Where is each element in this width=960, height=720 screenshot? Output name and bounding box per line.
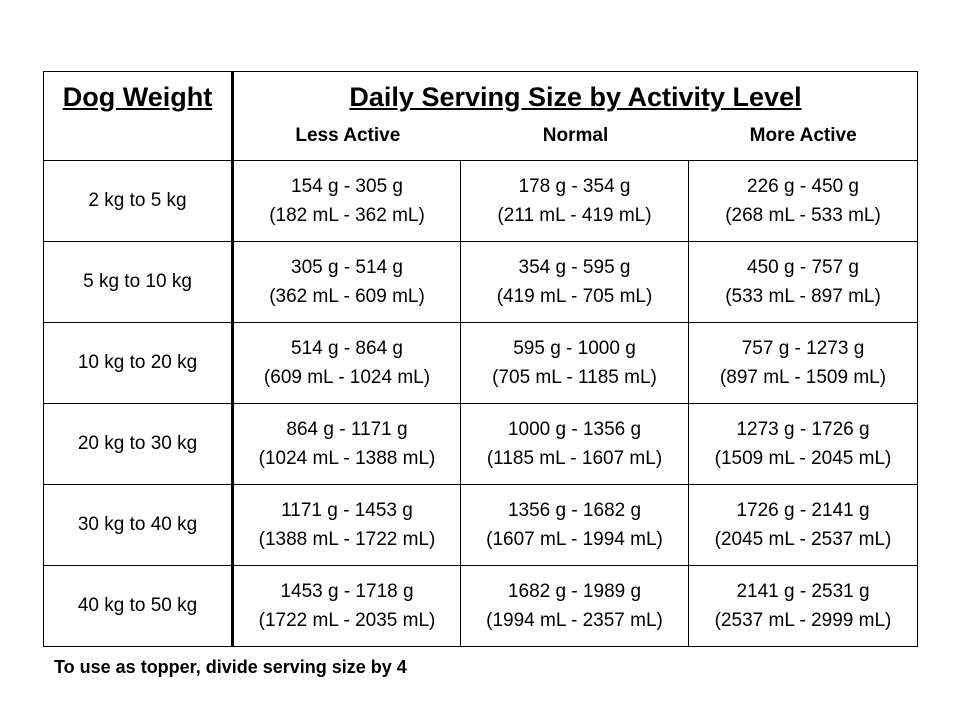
serving-grams: 154 g - 305 g [291, 176, 403, 197]
weight-range-cell: 5 kg to 10 kg [43, 241, 234, 323]
serving-milliliters: (1509 mL - 2045 mL) [714, 448, 892, 469]
serving-grams: 595 g - 1000 g [513, 338, 636, 359]
serving-grams: 178 g - 354 g [518, 176, 631, 197]
serving-milliliters: (2537 mL - 2999 mL) [714, 610, 892, 631]
serving-size-table: Dog Weight Daily Serving Size by Activit… [43, 71, 919, 647]
table-row: 5 kg to 10 kg 305 g - 514 g (362 mL - 609 … [43, 241, 919, 323]
weight-range-cell: 30 kg to 40 kg [43, 484, 234, 566]
serving-grams: 2141 g - 2531 g [736, 581, 870, 602]
weight-range-cell: 2 kg to 5 kg [43, 160, 234, 242]
serving-milliliters: (2045 mL - 2537 mL) [714, 529, 892, 550]
serving-cell-more-active: 226 g - 450 g (268 mL - 533 mL) [687, 160, 919, 242]
footnote: To use as topper, divide serving size by… [54, 657, 407, 677]
serving-grams: 354 g - 595 g [518, 257, 631, 278]
serving-grams: 1171 g - 1453 g [281, 500, 413, 521]
serving-grams: 1726 g - 2141 g [736, 500, 870, 521]
serving-grams: 514 g - 864 g [291, 338, 403, 359]
serving-milliliters: (609 mL - 1024 mL) [263, 367, 431, 388]
serving-cell-less-active: 1453 g - 1718 g (1722 mL - 2035 mL) [232, 565, 461, 647]
serving-grams: 1356 g - 1682 g [507, 500, 642, 521]
serving-cell-normal: 1000 g - 1356 g (1185 mL - 1607 mL) [460, 403, 689, 485]
serving-cell-more-active: 1726 g - 2141 g (2045 mL - 2537 mL) [687, 484, 919, 566]
serving-cell-more-active: 1273 g - 1726 g (1509 mL - 2045 mL) [687, 403, 919, 485]
serving-milliliters: (1607 mL - 1994 mL) [486, 529, 663, 550]
serving-grams: 1273 g - 1726 g [736, 419, 870, 440]
serving-milliliters: (1722 mL - 2035 mL) [258, 610, 436, 631]
serving-milliliters: (211 mL - 419 mL) [497, 205, 652, 226]
serving-milliliters: (897 mL - 1509 mL) [719, 367, 887, 388]
activity-level-header: Daily Serving Size by Activity Level Les… [231, 71, 919, 161]
serving-cell-normal: 595 g - 1000 g (705 mL - 1185 mL) [460, 322, 689, 404]
serving-grams: 450 g - 757 g [747, 257, 859, 278]
serving-grams: 757 g - 1273 g [741, 338, 865, 359]
serving-cell-normal: 178 g - 354 g (211 mL - 419 mL) [460, 160, 689, 242]
serving-milliliters: (1388 mL - 1722 mL) [258, 529, 436, 550]
serving-cell-less-active: 514 g - 864 g (609 mL - 1024 mL) [232, 322, 461, 404]
serving-cell-more-active: 2141 g - 2531 g (2537 mL - 2999 mL) [687, 565, 919, 647]
table-row: 20 kg to 30 kg 864 g - 1171 g (1024 mL - 1… [43, 403, 919, 485]
table-row: 30 kg to 40 kg 1171 g - 1453 g (1388 mL - … [43, 484, 919, 566]
table-title: Daily Serving Size by Activity Level [349, 82, 802, 112]
serving-cell-less-active: 864 g - 1171 g (1024 mL - 1388 mL) [232, 403, 461, 485]
serving-cell-normal: 354 g - 595 g (419 mL - 705 mL) [460, 241, 689, 323]
serving-grams: 1453 g - 1718 g [280, 581, 414, 602]
serving-milliliters: (533 mL - 897 mL) [725, 286, 881, 307]
serving-milliliters: (182 mL - 362 mL) [269, 205, 425, 226]
serving-grams: 1000 g - 1356 g [507, 419, 642, 440]
activity-level-labels: Less Active Normal More Active [234, 125, 917, 147]
serving-cell-normal: 1682 g - 1989 g (1994 mL - 2357 mL) [460, 565, 689, 647]
serving-milliliters: (419 mL - 705 mL) [496, 286, 653, 307]
serving-cell-more-active: 757 g - 1273 g (897 mL - 1509 mL) [687, 322, 919, 404]
serving-milliliters: (268 mL - 533 mL) [725, 205, 881, 226]
serving-grams: 226 g - 450 g [747, 176, 859, 197]
table-row: 2 kg to 5 kg 154 g - 305 g (182 mL - 362 m… [43, 160, 919, 242]
table-row: 40 kg to 50 kg 1453 g - 1718 g (1722 mL - … [43, 565, 919, 647]
activity-less-active: Less Active [295, 125, 401, 146]
serving-milliliters: (1994 mL - 2357 mL) [486, 610, 663, 631]
weight-range-cell: 20 kg to 30 kg [43, 403, 234, 485]
serving-grams: 305 g - 514 g [291, 257, 403, 278]
serving-milliliters: (1024 mL - 1388 mL) [258, 448, 436, 469]
weight-range-cell: 10 kg to 20 kg [43, 322, 234, 404]
table-row: 10 kg to 20 kg 514 g - 864 g (609 mL - 102… [43, 322, 919, 404]
dog-weight-header: Dog Weight [43, 71, 234, 161]
weight-range-cell: 40 kg to 50 kg [43, 565, 234, 647]
serving-milliliters: (362 mL - 609 mL) [269, 286, 425, 307]
serving-cell-less-active: 154 g - 305 g (182 mL - 362 mL) [232, 160, 461, 242]
header-row: Dog Weight Daily Serving Size by Activit… [43, 71, 919, 161]
activity-normal: Normal [542, 125, 609, 146]
serving-milliliters: (1185 mL - 1607 mL) [486, 448, 663, 469]
serving-size-body: Dog Weight Daily Serving Size by Activit… [43, 71, 919, 647]
activity-more-active: More Active [749, 125, 857, 146]
serving-grams: 1682 g - 1989 g [507, 581, 642, 602]
serving-milliliters: (705 mL - 1185 mL) [492, 367, 657, 388]
serving-cell-more-active: 450 g - 757 g (533 mL - 897 mL) [687, 241, 919, 323]
serving-cell-less-active: 305 g - 514 g (362 mL - 609 mL) [232, 241, 461, 323]
serving-grams: 864 g - 1171 g [286, 419, 408, 440]
serving-cell-less-active: 1171 g - 1453 g (1388 mL - 1722 mL) [232, 484, 461, 566]
serving-cell-normal: 1356 g - 1682 g (1607 mL - 1994 mL) [460, 484, 689, 566]
